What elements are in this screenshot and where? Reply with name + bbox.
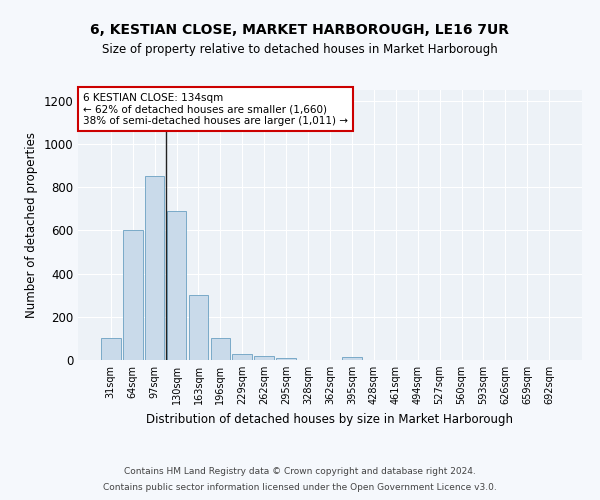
Text: Distribution of detached houses by size in Market Harborough: Distribution of detached houses by size … (146, 412, 514, 426)
Text: 6 KESTIAN CLOSE: 134sqm
← 62% of detached houses are smaller (1,660)
38% of semi: 6 KESTIAN CLOSE: 134sqm ← 62% of detache… (83, 92, 348, 126)
Text: Size of property relative to detached houses in Market Harborough: Size of property relative to detached ho… (102, 42, 498, 56)
Text: Contains HM Land Registry data © Crown copyright and database right 2024.: Contains HM Land Registry data © Crown c… (124, 468, 476, 476)
Text: Contains public sector information licensed under the Open Government Licence v3: Contains public sector information licen… (103, 482, 497, 492)
Bar (342, 357, 362, 360)
Text: 6, KESTIAN CLOSE, MARKET HARBOROUGH, LE16 7UR: 6, KESTIAN CLOSE, MARKET HARBOROUGH, LE1… (91, 22, 509, 36)
Bar (101, 338, 121, 360)
Bar (145, 176, 164, 360)
Bar (211, 338, 230, 360)
Bar (232, 354, 252, 360)
Y-axis label: Number of detached properties: Number of detached properties (25, 132, 38, 318)
Bar (188, 295, 208, 360)
Bar (167, 211, 187, 360)
Bar (123, 230, 143, 360)
Bar (276, 358, 296, 360)
Bar (254, 356, 274, 360)
